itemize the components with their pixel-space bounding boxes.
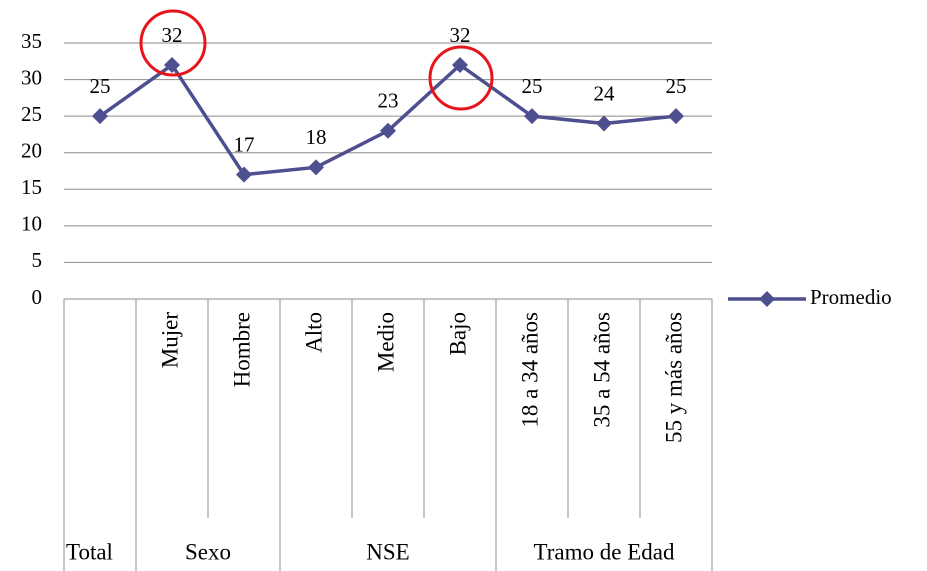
y-tick-label: 35: [21, 29, 42, 53]
data-point: [236, 166, 252, 183]
y-tick-label: 20: [21, 139, 42, 163]
data-point: [308, 159, 324, 176]
data-label: 25: [90, 74, 111, 98]
data-point: [164, 56, 180, 73]
legend-marker: [759, 291, 775, 307]
data-point: [596, 115, 612, 132]
y-tick-label: 10: [21, 212, 42, 236]
highlight-circle: [139, 9, 207, 77]
legend-label: Promedio: [810, 285, 892, 309]
x-tick-label: Hombre: [229, 312, 254, 387]
data-label: 17: [234, 132, 255, 156]
data-label: 18: [306, 125, 327, 149]
group-label: NSE: [366, 539, 409, 564]
y-tick-label: 30: [21, 65, 42, 89]
y-tick-label: 0: [32, 285, 43, 309]
data-label: 23: [378, 89, 399, 113]
group-label: Tramo de Edad: [534, 539, 675, 564]
data-label: 32: [450, 23, 471, 47]
data-label: 25: [666, 74, 687, 98]
highlight-circle: [428, 45, 494, 111]
x-tick-label: 18 a 34 años: [517, 312, 542, 428]
x-tick-label: 55 y más años: [661, 312, 686, 443]
x-tick-label: Medio: [373, 312, 398, 372]
data-point: [380, 122, 396, 139]
data-label: 32: [162, 23, 183, 47]
data-point: [452, 56, 468, 73]
data-point: [668, 108, 684, 125]
group-label: Total: [66, 539, 113, 564]
series-line: [98, 62, 677, 177]
x-tick-label: Bajo: [445, 312, 470, 355]
y-tick-label: 25: [21, 102, 42, 126]
plot: 0 5 10 15 20 25 30 35 Mujer Hombre Alto Medio Bajo 18…: [21, 23, 892, 571]
group-label: Sexo: [185, 539, 231, 564]
x-tick-label: Alto: [301, 312, 326, 353]
data-label: 25: [522, 74, 543, 98]
data-label: 24: [594, 81, 616, 105]
x-tick-label: Mujer: [157, 312, 182, 369]
y-tick-label: 15: [21, 175, 42, 199]
data-point: [92, 108, 108, 125]
x-tick-label: 35 a 54 años: [589, 312, 614, 428]
y-tick-label: 5: [32, 248, 43, 272]
data-point: [524, 108, 540, 125]
